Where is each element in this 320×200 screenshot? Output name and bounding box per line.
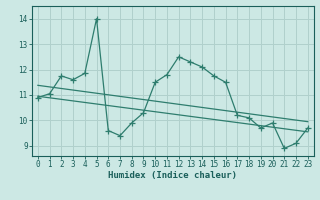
X-axis label: Humidex (Indice chaleur): Humidex (Indice chaleur) [108,171,237,180]
